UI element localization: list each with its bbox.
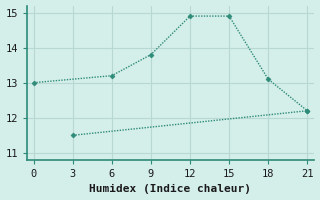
X-axis label: Humidex (Indice chaleur): Humidex (Indice chaleur) (90, 184, 252, 194)
